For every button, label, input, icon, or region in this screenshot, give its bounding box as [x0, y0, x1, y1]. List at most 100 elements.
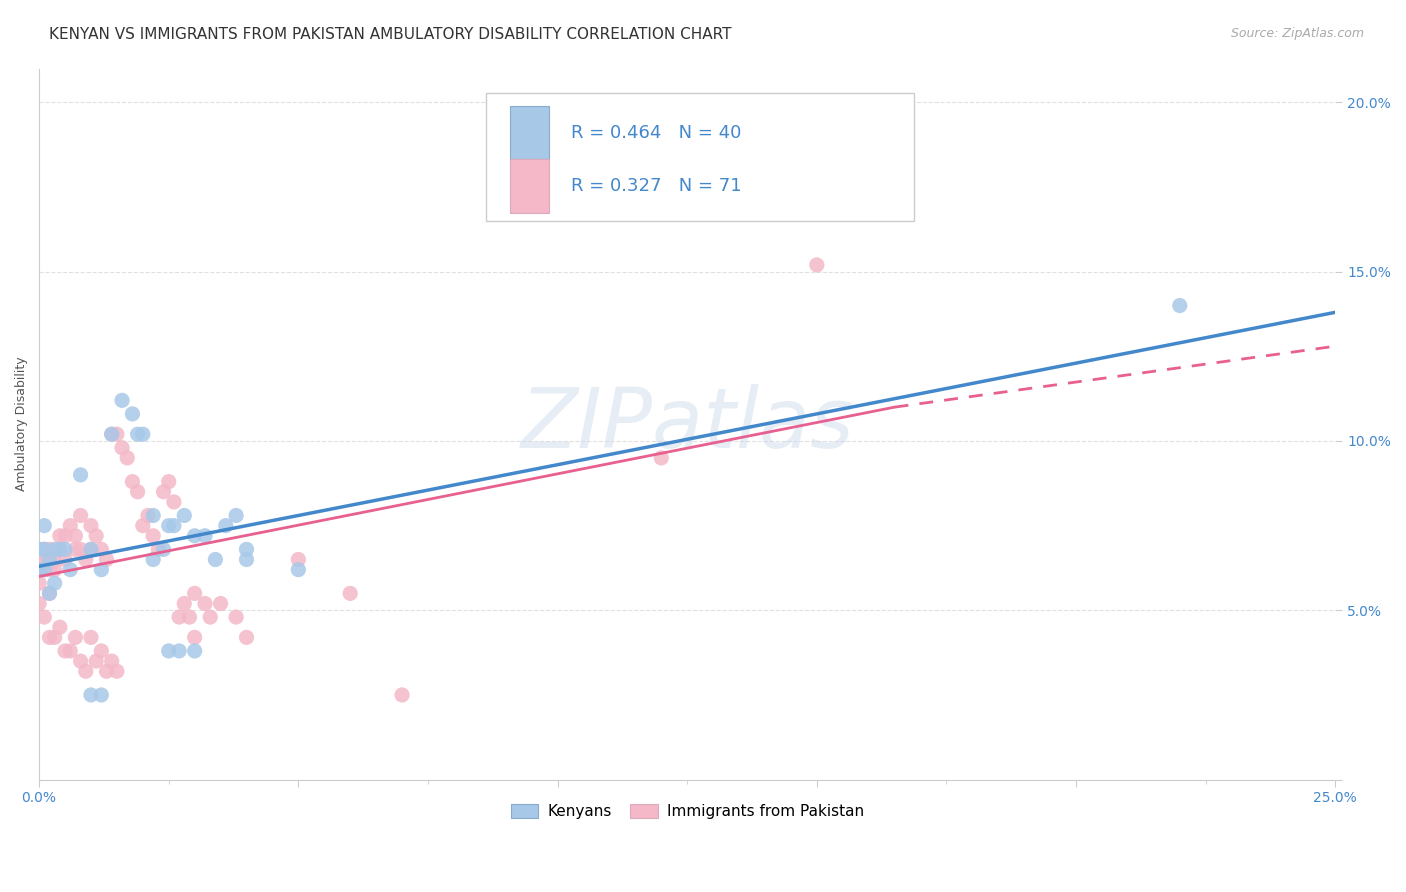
Point: [148, 542, 170, 557]
Point: [157, 518, 180, 533]
Point: [152, 542, 174, 557]
Point: [28, 552, 51, 566]
Point: [38, 552, 60, 566]
Point: [157, 644, 180, 658]
Point: [84, 529, 107, 543]
Point: [132, 518, 155, 533]
Point: [90, 688, 112, 702]
Point: [38, 631, 60, 645]
Point: [90, 542, 112, 557]
Point: [28, 576, 51, 591]
Point: [136, 508, 159, 523]
Point: [152, 484, 174, 499]
Point: [287, 552, 309, 566]
Point: [69, 542, 91, 557]
Point: [34, 552, 56, 566]
Point: [100, 427, 122, 442]
Point: [28, 542, 51, 557]
Point: [157, 475, 180, 489]
Point: [163, 495, 186, 509]
Point: [194, 597, 217, 611]
Point: [209, 597, 232, 611]
Point: [34, 542, 56, 557]
Point: [142, 508, 165, 523]
Point: [38, 586, 60, 600]
Point: [183, 644, 205, 658]
Point: [28, 542, 51, 557]
Point: [80, 518, 103, 533]
Point: [225, 610, 247, 624]
Point: [38, 542, 60, 557]
Point: [121, 407, 143, 421]
Point: [80, 542, 103, 557]
Point: [53, 542, 76, 557]
FancyBboxPatch shape: [509, 159, 548, 212]
Point: [225, 508, 247, 523]
Point: [806, 258, 828, 272]
Point: [183, 529, 205, 543]
Text: ZIPatlas: ZIPatlas: [520, 384, 853, 465]
Point: [96, 665, 118, 679]
Point: [111, 393, 134, 408]
Point: [194, 529, 217, 543]
Text: R = 0.464   N = 40: R = 0.464 N = 40: [571, 123, 741, 142]
Point: [59, 518, 82, 533]
Point: [650, 450, 672, 465]
Point: [96, 552, 118, 566]
Point: [105, 665, 128, 679]
Point: [287, 563, 309, 577]
Point: [38, 586, 60, 600]
Point: [179, 610, 201, 624]
Point: [28, 563, 51, 577]
Point: [53, 529, 76, 543]
Point: [200, 610, 222, 624]
Point: [34, 610, 56, 624]
Point: [69, 654, 91, 668]
Point: [44, 542, 66, 557]
Point: [38, 563, 60, 577]
Point: [127, 427, 149, 442]
Point: [44, 631, 66, 645]
Point: [105, 427, 128, 442]
Point: [235, 542, 257, 557]
Point: [391, 688, 413, 702]
Point: [44, 563, 66, 577]
Point: [53, 644, 76, 658]
Text: Source: ZipAtlas.com: Source: ZipAtlas.com: [1230, 27, 1364, 40]
Point: [173, 597, 195, 611]
Point: [34, 542, 56, 557]
Point: [121, 475, 143, 489]
Point: [49, 542, 72, 557]
Legend: Kenyans, Immigrants from Pakistan: Kenyans, Immigrants from Pakistan: [505, 797, 870, 825]
Point: [65, 529, 87, 543]
Point: [117, 450, 139, 465]
Point: [163, 518, 186, 533]
Point: [75, 665, 97, 679]
Point: [75, 552, 97, 566]
Point: [28, 597, 51, 611]
Point: [142, 529, 165, 543]
Point: [90, 563, 112, 577]
Y-axis label: Ambulatory Disability: Ambulatory Disability: [15, 357, 28, 491]
Point: [235, 552, 257, 566]
Point: [80, 631, 103, 645]
Point: [127, 484, 149, 499]
Point: [173, 508, 195, 523]
Point: [100, 654, 122, 668]
Point: [204, 552, 226, 566]
Point: [183, 586, 205, 600]
Point: [69, 467, 91, 482]
Point: [34, 518, 56, 533]
Point: [44, 576, 66, 591]
Point: [132, 427, 155, 442]
Point: [28, 563, 51, 577]
Point: [65, 631, 87, 645]
Point: [167, 610, 190, 624]
Point: [49, 529, 72, 543]
FancyBboxPatch shape: [509, 106, 548, 159]
Point: [339, 586, 361, 600]
Point: [90, 644, 112, 658]
Point: [100, 427, 122, 442]
Point: [80, 542, 103, 557]
Point: [1168, 299, 1191, 313]
